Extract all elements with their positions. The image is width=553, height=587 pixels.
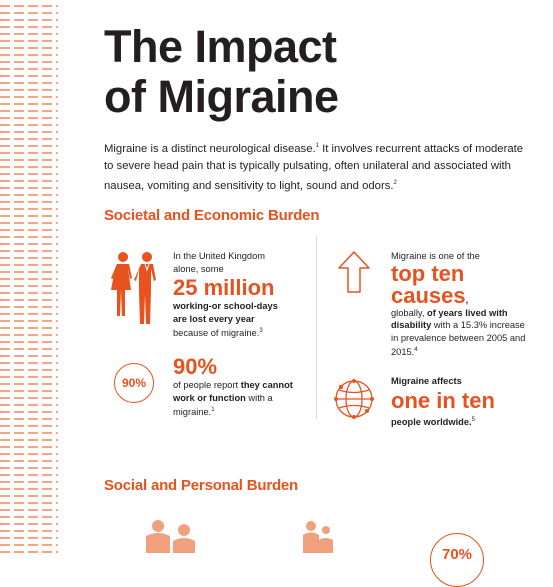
bottom-percent-circle: 70% bbox=[430, 533, 484, 587]
stat-top-lead: Migraine is one of the bbox=[391, 251, 480, 261]
decorative-stripe bbox=[0, 0, 58, 553]
stat-work-block: 90% of people report they cannot work or… bbox=[173, 355, 303, 419]
stat-uk-block: In the United Kingdom alone, some 25 mil… bbox=[173, 250, 291, 340]
stat-uk-ref: 3 bbox=[259, 328, 263, 334]
stat-world-ref: 5 bbox=[471, 416, 475, 423]
stat-top-big-1: top ten bbox=[391, 260, 465, 286]
intro-ref-1: 1 bbox=[315, 143, 319, 149]
couple-icon bbox=[146, 520, 195, 553]
title-line-1: The Impact bbox=[104, 21, 337, 72]
stat-top-ref: 4 bbox=[414, 347, 418, 353]
stat-top-big-2-text: causes bbox=[391, 282, 466, 308]
stat-world-bold: people worldwide. bbox=[391, 416, 472, 427]
percent-circle-label: 90% bbox=[121, 376, 147, 390]
stat-uk-lead: In the United Kingdom alone, some bbox=[173, 251, 265, 274]
intro-text-2: It involves recurrent attacks of moderat… bbox=[104, 142, 524, 192]
stat-uk-big: 25 million bbox=[173, 275, 275, 300]
section-heading-societal: Societal and Economic Burden bbox=[104, 207, 320, 224]
intro-paragraph: Migraine is a distinct neurological dise… bbox=[104, 138, 524, 195]
people-icon bbox=[111, 252, 156, 324]
percent-circle-icon: 90% bbox=[114, 363, 154, 403]
section-heading-social: Social and Personal Burden bbox=[104, 477, 299, 494]
intro-text-1: Migraine is a distinct neurological dise… bbox=[104, 142, 316, 155]
stat-top-block: Migraine is one of the top ten causes, g… bbox=[391, 250, 531, 359]
stat-top-comma: , bbox=[465, 294, 469, 305]
stat-work-lead: of people report bbox=[173, 380, 241, 390]
page-title: The Impact of Migraine bbox=[104, 22, 339, 122]
family-icon bbox=[303, 521, 333, 553]
stat-work-big: 90% bbox=[173, 354, 218, 379]
column-divider bbox=[316, 236, 317, 419]
stat-work-bold: they cannot work or function bbox=[173, 380, 293, 403]
bottom-percent-label: 70% bbox=[441, 546, 473, 563]
stat-work-ref: 1 bbox=[211, 407, 215, 413]
stat-world-block: Migraine affects one in ten people world… bbox=[391, 375, 531, 428]
intro-ref-2: 2 bbox=[393, 179, 397, 186]
up-arrow-icon bbox=[338, 251, 370, 293]
stat-uk-bold: working-or school-days are lost every ye… bbox=[173, 301, 278, 324]
stat-top-big-2: causes bbox=[391, 283, 466, 308]
stat-top-mid: globally, bbox=[391, 307, 428, 318]
stat-uk-tail: because of migraine. bbox=[173, 328, 260, 339]
stat-world-big: one in ten bbox=[391, 387, 495, 413]
stat-top-tail: with a 15.3% increase in prevalence betw… bbox=[391, 320, 526, 358]
globe-icon bbox=[334, 379, 374, 419]
stat-work-tail: with a migraine. bbox=[173, 392, 273, 418]
stat-top-bold: of years lived with disability bbox=[391, 307, 508, 331]
title-line-2: of Migraine bbox=[104, 71, 339, 122]
stat-world-lead: Migraine affects bbox=[391, 376, 462, 386]
